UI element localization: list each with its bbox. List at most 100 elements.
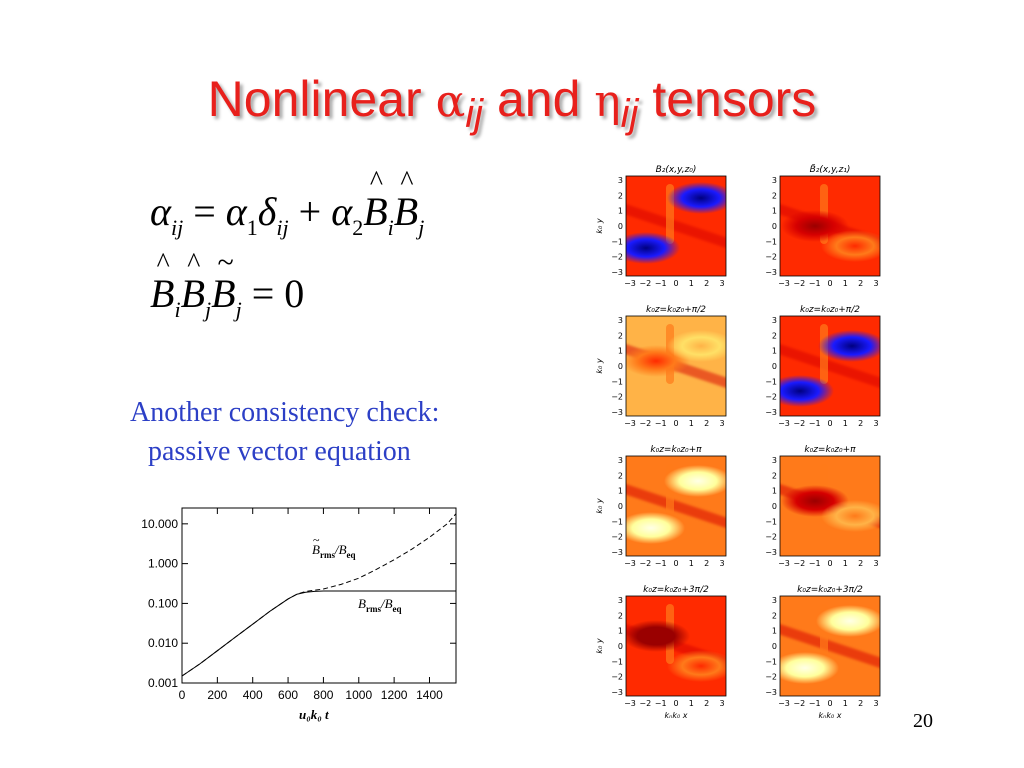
panel-field [780,456,880,556]
panel-x-tick: −2 [793,419,805,428]
panel-blob [781,210,849,242]
x-tick-label: 1400 [416,688,443,702]
panel-y-tick: 0 [772,502,777,511]
panel-y-tick: −3 [611,408,623,417]
panel-blob [818,330,880,362]
panel-x-tick: −3 [624,559,636,568]
panel-y-tick: −2 [611,673,623,682]
panel-y-tick: −1 [765,517,777,526]
panel-y-tick: 2 [618,331,623,340]
panel-y-tick: −3 [611,268,623,277]
panel-x-tick: 0 [673,559,678,568]
panel-field [626,316,726,416]
panel-x-tick: 3 [873,279,878,288]
panel-x-tick: −3 [624,279,636,288]
panel-y-tick: 3 [772,176,777,185]
panel-y-tick: −1 [611,657,623,666]
panel-x-tick: −1 [809,559,821,568]
panel-x-tick: 3 [873,559,878,568]
panel-x-tick: 2 [858,559,863,568]
panel-x-tick: 0 [673,279,678,288]
panel-y-tick: 0 [772,642,777,651]
panel-frame [625,175,727,277]
series-label-den-sub: eq [393,604,402,614]
panel-frame [779,455,881,557]
x-tick-label: 400 [243,688,263,702]
series-label-main: B [312,542,320,557]
panel-y-tick: 1 [772,207,777,216]
panel-x-tick: −3 [778,699,790,708]
x-tick-label: 1000 [345,688,372,702]
equation-orthogonality: BiBjBj = 0 [150,246,304,322]
panel-band [626,484,726,528]
tilde-mark: ~ [313,533,320,547]
panel-x-tick: 0 [827,419,832,428]
panel-x-tick: 1 [689,559,694,568]
panel-blob [667,330,726,362]
panel-x-tick: −2 [793,699,805,708]
panel-x-tick: −2 [639,419,651,428]
panel-x-tick: −1 [809,699,821,708]
panel-x-tick: 3 [719,559,724,568]
panel-x-tick: 3 [719,699,724,708]
panel-y-tick: 3 [772,316,777,325]
panel-y-tick: 2 [772,611,777,620]
panel-y-tick: 0 [772,362,777,371]
panel-band [626,204,726,248]
panel-field [626,176,726,276]
panel-x-tick: 2 [858,419,863,428]
y-tick-label: 0.010 [148,636,178,650]
panel-y-tick: 1 [618,207,623,216]
panel-x-tick: 2 [704,279,709,288]
panel-x-tick: 0 [673,699,678,708]
x-tick-label: 0 [179,688,186,702]
panel-title: k₀z=k₀z₀+π/2 [646,305,706,315]
panel-title: k₀z=k₀z₀+3π/2 [797,585,863,595]
panel-x-tick: 0 [827,559,832,568]
plot-frame [181,507,457,684]
panel-y-tick: −3 [765,268,777,277]
panel-y-tick: 1 [618,347,623,356]
panel-y-tick: −2 [611,393,623,402]
panel-x-tick: −2 [793,279,805,288]
panel-x-tick: 3 [719,419,724,428]
panel-field [780,596,880,696]
panel-x-tick: −1 [809,419,821,428]
x-axis-label: u₀k₀ t [299,707,329,722]
series-label-0: Brms/Beq [312,542,356,560]
panel-x-tick: −3 [624,699,636,708]
note-line-2: passive vector equation [148,436,411,467]
alpha-symbol: α [435,76,466,127]
panel-frame [625,455,727,557]
panel-blob [780,375,834,407]
panel-frame [625,595,727,697]
series-label-den: /B [380,596,393,611]
panel-x-tick: −3 [778,419,790,428]
x-tick-label: 800 [313,688,333,702]
y-tick-label: 0.001 [148,676,178,690]
panel-x-tick: −1 [809,279,821,288]
panel-y-tick: −3 [765,408,777,417]
panel-title: k₀z=k₀z₀+3π/2 [643,585,709,595]
panel-x-tick: 1 [689,699,694,708]
panel-x-tick: 0 [827,279,832,288]
panel-x-tick: −1 [655,419,667,428]
panel-x-tick: −2 [639,699,651,708]
series-label-sub: rms [320,550,335,560]
panel-x-tick: −3 [778,559,790,568]
panel-y-tick: 2 [618,191,623,200]
panel-y-tick: −2 [765,253,777,262]
panel-blob [626,232,680,264]
panel-y-tick: −1 [611,517,623,526]
panel-frame [779,595,881,697]
y-tick-label: 0.100 [148,596,178,610]
panel-title: k₀z=k₀z₀+π/2 [800,305,860,315]
panel-y-tick: 1 [618,627,623,636]
x-tick-label: 600 [278,688,298,702]
